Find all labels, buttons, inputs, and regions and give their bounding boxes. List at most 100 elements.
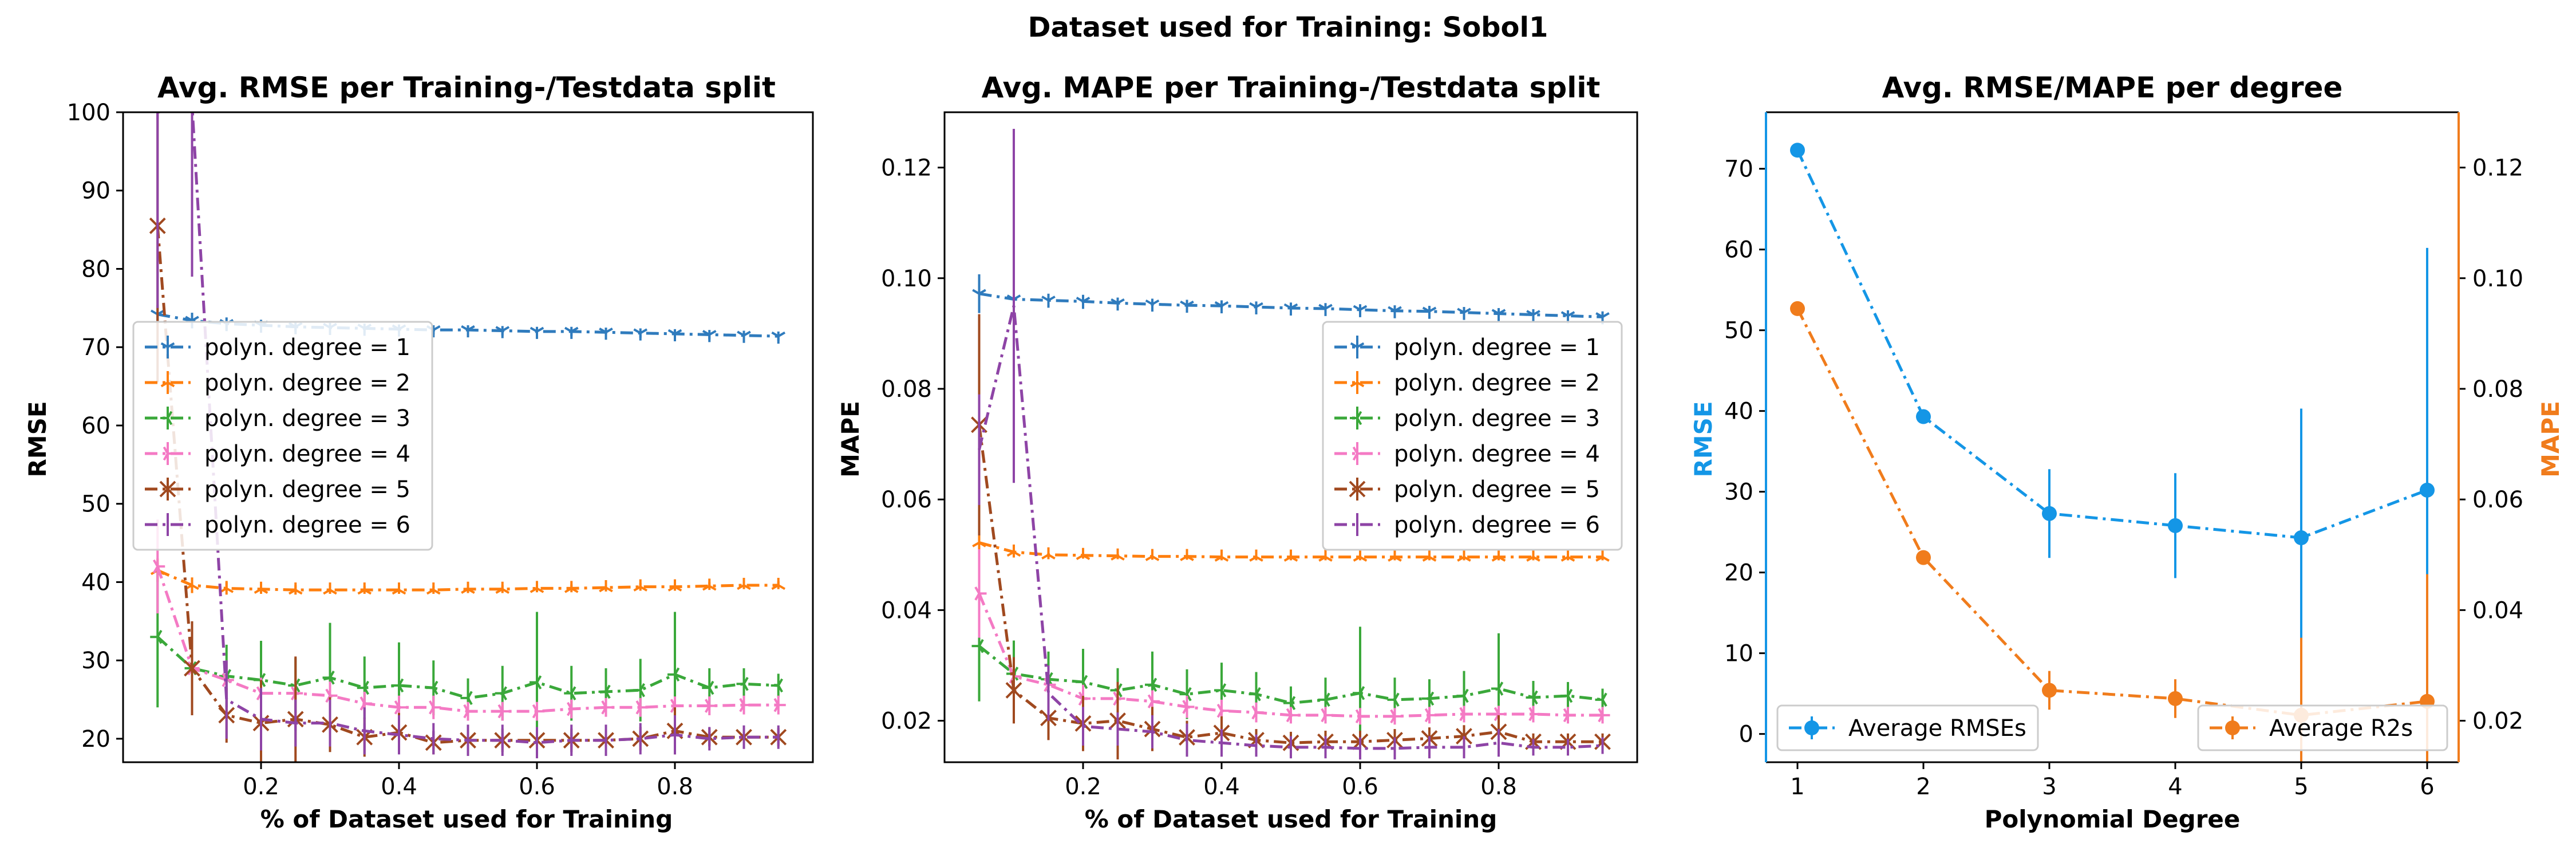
legend-marker	[160, 375, 175, 388]
legend-label: Average RMSEs	[1848, 715, 2026, 742]
data-point	[495, 326, 510, 338]
data-point	[323, 582, 337, 595]
figure-suptitle: Dataset used for Training: Sobol1	[1028, 11, 1548, 44]
legend-marker	[1804, 720, 1819, 735]
y-tick-label: 100	[67, 100, 110, 126]
data-point	[1214, 301, 1229, 314]
data-point	[1790, 143, 1805, 158]
data-point	[1214, 549, 1229, 562]
mape-split-ylabel: MAPE	[836, 401, 864, 478]
plot-area	[1790, 143, 2435, 762]
data-point	[972, 535, 986, 547]
y-tick-label-right: 0.04	[2472, 597, 2523, 624]
plot-area	[971, 128, 1611, 760]
x-tick-label: 0.2	[1065, 774, 1101, 800]
y-tick-label: 0.02	[881, 708, 932, 735]
data-point	[1249, 549, 1263, 562]
legend-label: polyn. degree = 2	[204, 370, 410, 396]
data-point	[1355, 709, 1368, 724]
data-point	[530, 675, 542, 689]
legend-label: polyn. degree = 2	[1394, 370, 1600, 396]
data-point	[495, 686, 507, 700]
y-tick-label: 90	[81, 178, 110, 204]
legend-box	[2197, 704, 2448, 751]
y-tick-label: 60	[81, 413, 110, 439]
x-tick-label: 0.4	[1203, 774, 1240, 800]
mape-split-title: Avg. MAPE per Training-/Testdata split	[982, 71, 1601, 104]
legend-marker	[1350, 375, 1365, 388]
data-point	[1321, 708, 1333, 723]
y-tick-label: 0.04	[881, 597, 932, 624]
x-tick-label: 6	[2420, 774, 2434, 800]
data-point	[736, 676, 749, 691]
data-point	[633, 328, 648, 341]
data-point	[1457, 549, 1471, 562]
data-point	[1318, 692, 1330, 707]
data-point	[771, 678, 783, 693]
data-point	[771, 331, 786, 344]
data-point	[633, 683, 645, 698]
data-point	[463, 704, 476, 719]
rmse-split-title: Avg. RMSE per Training-/Testdata split	[157, 71, 776, 104]
data-point	[1595, 549, 1610, 562]
data-point	[394, 700, 406, 715]
data-point	[495, 581, 510, 594]
data-point	[1353, 305, 1368, 317]
legend-label: polyn. degree = 5	[204, 476, 410, 503]
legend-marker	[159, 480, 176, 498]
data-point	[974, 586, 987, 601]
data-point	[2042, 506, 2057, 521]
data-point	[1283, 303, 1298, 316]
data-point	[1528, 707, 1541, 722]
data-point	[2294, 530, 2309, 546]
data-point	[322, 671, 335, 685]
y-tick-label-right: 0.12	[2472, 155, 2523, 182]
legend-marker	[1349, 480, 1366, 498]
series-deg6	[156, 112, 780, 759]
data-point	[1388, 306, 1402, 318]
data-point	[1214, 683, 1227, 698]
legend-label: Average R2s	[2269, 715, 2413, 742]
y-tick-label-right: 0.06	[2472, 487, 2523, 513]
y-tick-label: 50	[81, 491, 110, 518]
legend-label: polyn. degree = 5	[1394, 476, 1600, 503]
x-tick-label: 0.8	[1480, 774, 1517, 800]
series-deg2	[972, 534, 1610, 562]
data-point	[1318, 304, 1333, 316]
data-point	[1526, 549, 1540, 562]
series-deg1	[972, 274, 1610, 325]
series-line	[1796, 308, 2428, 717]
legend-rmse_axis: Average RMSEs	[1776, 704, 2039, 751]
y-tick-label: 0.10	[881, 266, 932, 292]
x-tick-label: 3	[2042, 774, 2056, 800]
data-point	[325, 688, 338, 703]
data-point	[739, 698, 752, 712]
x-tick-label: 1	[1790, 774, 1804, 800]
data-point	[357, 582, 372, 595]
data-point	[359, 696, 372, 711]
data-point	[564, 686, 576, 700]
data-point	[256, 686, 268, 700]
data-point	[598, 684, 611, 699]
data-point	[567, 702, 579, 716]
legend-mape_axis: Average R2s	[2197, 704, 2448, 751]
rmse-split-xlabel: % of Dataset used for Training	[260, 805, 673, 833]
data-point	[288, 582, 303, 595]
data-point	[1111, 548, 1125, 561]
series-rmse_axis	[1790, 143, 2435, 732]
data-point	[254, 581, 268, 594]
x-tick-label: 0.6	[519, 774, 555, 800]
x-tick-label: 0.2	[243, 774, 279, 800]
data-point	[254, 673, 266, 687]
data-point	[635, 700, 648, 715]
data-point	[1560, 688, 1573, 703]
data-point	[1318, 549, 1333, 562]
degree-panel-xlabel: Polynomial Degree	[1985, 805, 2241, 833]
data-point	[1180, 300, 1194, 313]
data-point	[564, 581, 579, 593]
data-point	[1249, 687, 1261, 702]
data-point	[1459, 707, 1472, 722]
x-tick-label: 5	[2294, 774, 2308, 800]
data-point	[1041, 547, 1056, 560]
